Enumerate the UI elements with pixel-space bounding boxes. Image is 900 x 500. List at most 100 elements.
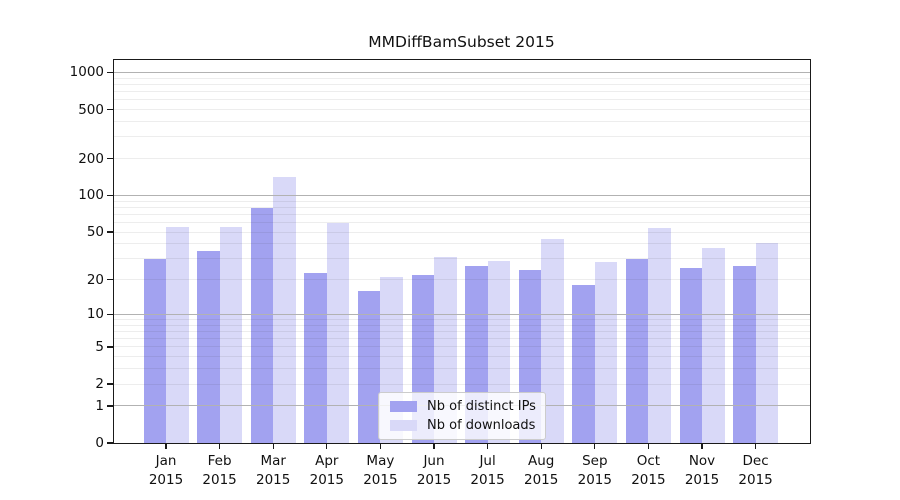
gridline-9: [114, 319, 810, 320]
y-tick-200: [107, 157, 113, 160]
legend-label-distinct-ips: Nb of distinct IPs: [427, 399, 536, 414]
x-tick-label-jul-2015: Jul 2015: [470, 453, 505, 488]
y-tick-1: [107, 405, 113, 407]
gridline-3: [114, 368, 810, 370]
gridline-40: [114, 243, 810, 245]
gridline-70: [114, 213, 810, 215]
gridline-80: [114, 206, 810, 208]
bar-nb-of-distinct-ips-jan-2015: [143, 258, 166, 443]
gridline-50: [114, 231, 810, 233]
y-tick-2: [107, 383, 113, 385]
gridline-7: [114, 330, 810, 332]
gridline-100: [114, 194, 810, 196]
x-tick-oct-2015: [647, 443, 650, 449]
legend-swatch-distinct-ips: [390, 401, 417, 412]
y-tick-0: [107, 442, 113, 444]
x-tick-apr-2015: [326, 443, 328, 449]
y-tick-20: [107, 279, 113, 281]
gridline-500: [114, 109, 810, 111]
x-tick-jan-2015: [165, 443, 167, 449]
x-tick-jul-2015: [486, 443, 489, 449]
x-tick-label-nov-2015: Nov 2015: [684, 453, 720, 488]
x-tick-sep-2015: [594, 443, 596, 449]
gridline-400: [114, 121, 810, 122]
legend: Nb of distinct IPs Nb of downloads: [378, 392, 546, 440]
x-tick-label-sep-2015: Sep 2015: [577, 453, 612, 488]
x-tick-mar-2015: [272, 443, 274, 449]
y-tick-50: [107, 231, 113, 233]
y-tick-500: [107, 108, 113, 111]
bar-nb-of-downloads-oct-2015: [648, 228, 671, 443]
gridline-10: [114, 313, 810, 315]
legend-swatch-downloads: [390, 420, 417, 431]
plot-area: 0 1 2 5 10 20 50 100 200 500 1000 Jan 2015 Feb 2015 Mar…: [70, 59, 811, 488]
gridline-900: [114, 77, 810, 79]
gridline-90: [114, 200, 810, 202]
bar-nb-of-downloads-mar-2015: [273, 176, 296, 443]
y-tick-label-20: 20: [86, 271, 104, 288]
x-tick-nov-2015: [701, 443, 703, 449]
y-tick-label-50: 50: [86, 224, 104, 241]
bar-nb-of-distinct-ips-may-2015: [357, 291, 381, 443]
y-tick-label-200: 200: [78, 150, 104, 167]
gridline-8: [114, 324, 810, 326]
bar-nb-of-distinct-ips-sep-2015: [572, 285, 595, 443]
x-tick-dec-2015: [754, 443, 757, 449]
bar-nb-of-downloads-dec-2015: [755, 242, 779, 443]
y-tick-100: [107, 194, 113, 197]
gridline-300: [114, 136, 810, 138]
y-tick-label-2: 2: [95, 376, 104, 393]
bar-nb-of-distinct-ips-oct-2015: [625, 258, 649, 443]
y-tick-label-100: 100: [78, 187, 104, 204]
gridline-600: [114, 99, 810, 101]
y-tick-10: [107, 313, 113, 316]
x-tick-label-jan-2015: Jan 2015: [148, 453, 184, 488]
gridline-5: [114, 346, 810, 348]
legend-label-downloads: Nb of downloads: [427, 418, 536, 433]
x-tick-label-aug-2015: Aug 2015: [524, 453, 559, 488]
gridline-30: [114, 258, 810, 260]
gridline-20: [114, 279, 810, 281]
x-tick-may-2015: [379, 443, 382, 449]
y-tick-label-1000: 1000: [69, 64, 104, 81]
x-tick-aug-2015: [540, 443, 542, 449]
bar-nb-of-downloads-feb-2015: [219, 227, 243, 443]
x-tick-jun-2015: [433, 443, 435, 449]
x-tick-label-apr-2015: Apr 2015: [309, 453, 344, 488]
y-tick-label-10: 10: [86, 306, 104, 323]
gridline-2: [114, 383, 810, 385]
x-tick-label-mar-2015: Mar 2015: [256, 453, 291, 488]
gridline-6: [114, 338, 810, 340]
bar-nb-of-distinct-ips-feb-2015: [197, 250, 220, 443]
bar-nb-of-downloads-apr-2015: [326, 222, 350, 443]
legend-item-distinct-ips: Nb of distinct IPs: [379, 399, 545, 414]
bar-nb-of-distinct-ips-mar-2015: [250, 207, 274, 443]
x-tick-label-feb-2015: Feb 2015: [202, 453, 237, 488]
y-tick-label-5: 5: [95, 338, 104, 355]
legend-item-downloads: Nb of downloads: [379, 418, 545, 433]
gridline-800: [114, 83, 810, 85]
bar-nb-of-distinct-ips-apr-2015: [304, 272, 327, 443]
bar-nb-of-downloads-sep-2015: [594, 262, 618, 443]
gridline-700: [114, 91, 810, 93]
bar-nb-of-downloads-jan-2015: [166, 227, 189, 443]
x-tick-label-dec-2015: Dec 2015: [738, 453, 773, 488]
x-tick-feb-2015: [218, 443, 221, 449]
y-tick-label-0: 0: [95, 435, 104, 451]
gridline-200: [114, 158, 810, 160]
chart-title: MMDiffBamSubset 2015: [368, 33, 555, 51]
bar-nb-of-distinct-ips-dec-2015: [733, 266, 756, 443]
y-tick-label-500: 500: [78, 101, 104, 118]
gridline-1000: [114, 71, 810, 73]
bar-nb-of-distinct-ips-nov-2015: [679, 268, 702, 443]
y-tick-label-1: 1: [95, 397, 104, 414]
x-tick-label-jun-2015: Jun 2015: [416, 453, 452, 488]
x-tick-label-oct-2015: Oct 2015: [631, 453, 666, 488]
gridline-4: [114, 356, 810, 358]
bar-nb-of-downloads-nov-2015: [702, 247, 725, 443]
gridline-60: [114, 222, 810, 223]
bar-nb-of-downloads-aug-2015: [541, 238, 564, 443]
y-tick-5: [107, 346, 113, 348]
y-tick-1000: [107, 71, 113, 74]
